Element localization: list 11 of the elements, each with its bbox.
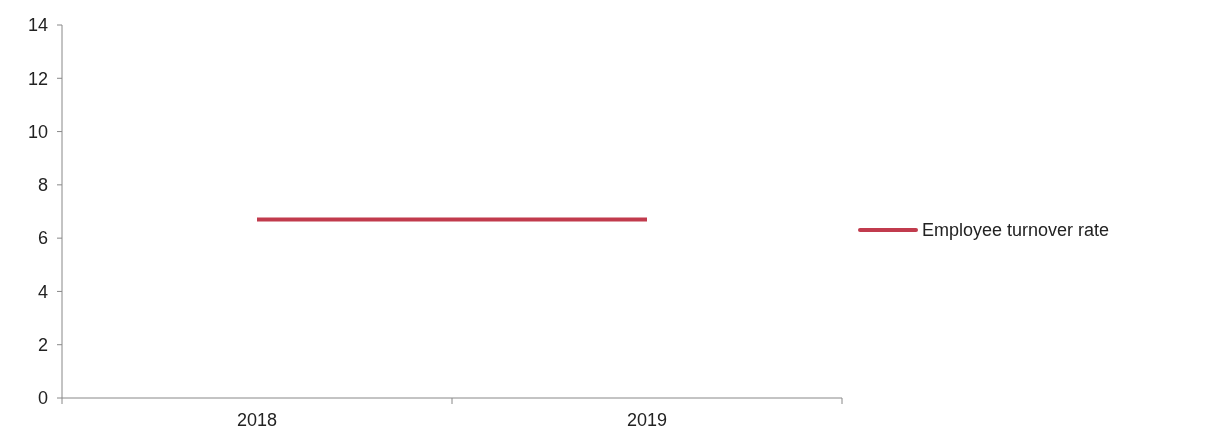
x-tick-label: 2018: [236, 410, 278, 430]
y-tick-label: 2: [37, 335, 48, 356]
y-tick-label: 6: [37, 228, 48, 249]
x-tick-label: 2019: [626, 410, 668, 430]
y-tick-label: 4: [37, 281, 48, 302]
y-tick-label: 0: [37, 388, 48, 409]
y-tick-label: 8: [37, 175, 48, 196]
y-tick-label: 10: [27, 121, 48, 142]
legend-label: Employee turnover rate: [922, 220, 1110, 241]
y-tick-label: 14: [27, 15, 48, 36]
y-tick-label: 12: [27, 68, 48, 89]
